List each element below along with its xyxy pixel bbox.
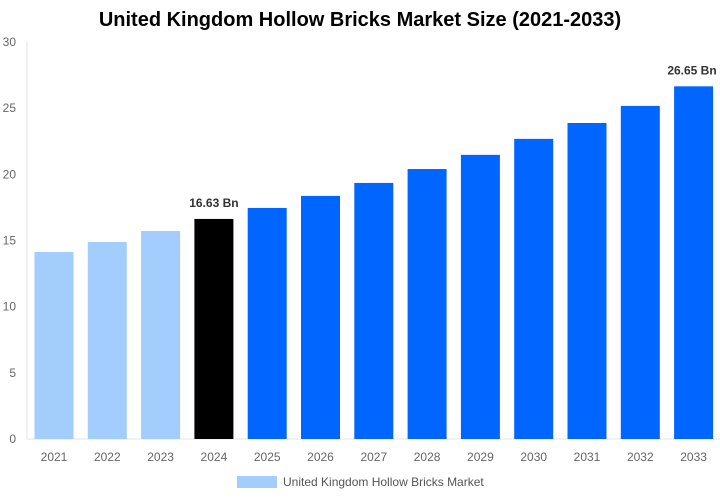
bar-2024: [194, 218, 234, 439]
bar-2027: [354, 182, 394, 439]
legend-swatch: [237, 476, 277, 488]
legend: United Kingdom Hollow Bricks Market: [237, 475, 484, 489]
chart-title: United Kingdom Hollow Bricks Market Size…: [98, 9, 622, 31]
x-tick-label: 2033: [680, 450, 707, 464]
y-tick-label: 20: [3, 167, 17, 181]
x-tick-label: 2021: [41, 450, 68, 464]
bar-2021: [34, 252, 74, 439]
x-tick-label: 2029: [467, 450, 494, 464]
bar-2022: [87, 241, 127, 439]
bar-2025: [247, 207, 287, 439]
bar-2026: [301, 195, 340, 439]
x-tick-label: 2026: [307, 450, 334, 464]
y-tick-label: 25: [3, 101, 17, 115]
x-tick-label: 2032: [627, 450, 654, 464]
bar-2023: [141, 230, 181, 439]
x-tick-label: 2022: [94, 450, 121, 464]
x-tick-label: 2025: [254, 450, 281, 464]
y-tick-label: 10: [3, 300, 17, 314]
bar-2031: [567, 122, 607, 439]
y-tick-label: 15: [3, 234, 17, 248]
y-tick-label: 30: [3, 35, 17, 49]
bar-2032: [620, 105, 660, 440]
y-tick-label: 5: [9, 366, 16, 380]
legend-label: United Kingdom Hollow Bricks Market: [283, 475, 484, 489]
y-tick-label: 0: [9, 432, 16, 446]
x-tick-label: 2024: [201, 450, 228, 464]
x-tick-label: 2023: [147, 450, 174, 464]
bar-2030: [514, 138, 554, 440]
data-label: 16.63 Bn: [189, 196, 238, 210]
x-tick-label: 2031: [574, 450, 601, 464]
bar-2033: [674, 86, 714, 439]
data-label: 26.65 Bn: [667, 63, 716, 77]
x-tick-label: 2030: [520, 450, 547, 464]
x-tick-label: 2028: [414, 450, 441, 464]
x-tick-label: 2027: [360, 450, 387, 464]
bar-2029: [460, 154, 500, 439]
bar-2028: [407, 169, 447, 440]
